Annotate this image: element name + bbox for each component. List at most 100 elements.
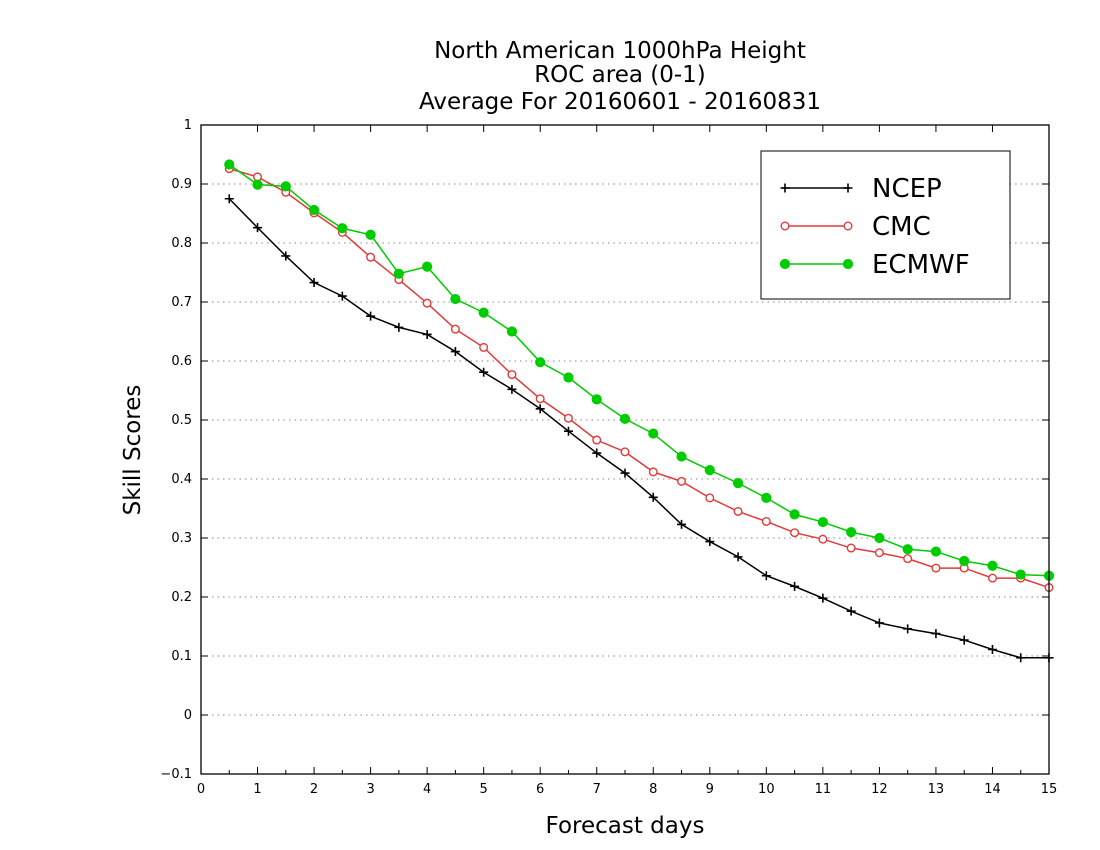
series-ncep [224, 194, 1054, 663]
data-point-ncep [761, 571, 771, 581]
x-tick-label: 4 [423, 782, 431, 797]
y-tick-label: 0.7 [171, 295, 192, 310]
data-point-ecmwf [450, 293, 461, 305]
data-point-ncep [620, 468, 630, 478]
data-point-ncep [903, 624, 913, 634]
data-point-cmc [903, 554, 913, 564]
data-point-cmc [507, 370, 517, 380]
x-tick-label: 13 [928, 782, 945, 797]
data-point-ecmwf [224, 159, 235, 170]
data-point-ncep [733, 552, 743, 562]
data-point-ecmwf [902, 544, 913, 555]
y-tick-label: 0.4 [171, 472, 192, 487]
legend-box [760, 150, 1011, 300]
title-line-3: Average For 20160601 - 20160831 [419, 89, 821, 115]
data-point-ecmwf [761, 492, 772, 503]
x-tick-label: 0 [197, 782, 205, 797]
x-tick-label: 15 [1041, 782, 1058, 797]
legend-marker-start-ecmwf [779, 258, 791, 270]
data-point-cmc [366, 252, 376, 262]
y-tick-label: 0.9 [171, 177, 192, 192]
legend-label-cmc: CMC [872, 212, 931, 242]
x-tick-label: 14 [984, 782, 1001, 797]
x-tick-label: 12 [871, 782, 888, 797]
data-point-ecmwf [704, 465, 715, 476]
data-point-cmc [761, 516, 771, 526]
legend-marker-end-ncep [843, 183, 853, 193]
legend-item-ncep: NCEP [780, 174, 942, 204]
y-tick-label: −0.1 [160, 767, 192, 782]
data-point-ecmwf [308, 204, 320, 216]
y-tick-label: 0.8 [171, 236, 192, 251]
series-line-ncep [228, 198, 1049, 659]
y-tick-label: 0.3 [171, 531, 192, 546]
data-point-ncep [309, 278, 319, 288]
x-axis-title: Forecast days [546, 813, 705, 839]
data-point-cmc [592, 435, 602, 445]
data-point-cmc [790, 528, 800, 538]
x-tick-label: 8 [649, 782, 657, 797]
data-point-cmc [535, 394, 545, 404]
chart-title: North American 1000hPa Height ROC area (… [419, 38, 821, 115]
data-point-ecmwf [591, 394, 602, 405]
data-point-ncep [394, 322, 404, 332]
y-tick-label: 0.1 [171, 649, 192, 664]
data-point-cmc [818, 534, 828, 544]
data-point-ecmwf [252, 179, 263, 190]
data-point-ecmwf [1015, 569, 1026, 580]
data-point-ncep [253, 223, 263, 233]
data-point-ecmwf [535, 357, 546, 368]
data-point-ecmwf [874, 532, 885, 544]
data-point-cmc [563, 413, 573, 423]
title-line-2: ROC area (0-1) [534, 62, 706, 88]
x-tick-label: 10 [758, 782, 775, 797]
data-point-cmc [422, 298, 432, 308]
data-point-ncep [563, 426, 573, 436]
data-point-ncep [337, 291, 347, 301]
data-point-ecmwf [563, 372, 574, 383]
data-point-cmc [479, 342, 489, 352]
data-point-ecmwf [393, 268, 404, 279]
x-axis-ticks: 0 1 2 3 4 5 6 7 8 9 10 11 12 13 14 15 [197, 125, 1057, 797]
data-point-cmc [705, 493, 715, 503]
data-point-cmc [677, 476, 687, 486]
data-point-ncep [818, 593, 828, 603]
data-point-ncep [450, 347, 460, 357]
data-point-ecmwf [987, 560, 998, 571]
y-tick-label: 0.6 [171, 354, 192, 369]
legend: NCEP CMC ECMWF [760, 150, 1011, 300]
x-tick-label: 6 [536, 782, 544, 797]
legend-item-ecmwf: ECMWF [779, 250, 970, 280]
data-point-ncep [959, 635, 969, 645]
data-point-ecmwf [422, 261, 433, 272]
data-point-ncep [507, 384, 517, 394]
data-point-ncep [422, 329, 432, 339]
data-point-ncep [705, 537, 715, 547]
title-line-1: North American 1000hPa Height [434, 38, 806, 64]
data-point-cmc [846, 543, 856, 553]
data-point-ncep [790, 581, 800, 591]
data-point-ecmwf [789, 509, 800, 520]
data-point-ncep [224, 194, 234, 204]
series-line-cmc [229, 167, 1050, 589]
data-point-ncep [874, 618, 884, 628]
data-point-cmc [450, 324, 460, 334]
legend-marker-end-cmc [843, 221, 853, 231]
data-point-cmc [648, 467, 658, 477]
x-tick-label: 7 [593, 782, 601, 797]
data-point-ecmwf [648, 428, 659, 439]
data-point-ecmwf [337, 223, 348, 234]
data-point-ncep [535, 404, 545, 414]
data-point-ncep [648, 492, 658, 502]
data-point-ecmwf [959, 555, 970, 567]
data-point-ncep [479, 367, 489, 377]
legend-item-cmc: CMC [780, 212, 931, 242]
data-point-ncep [931, 629, 941, 639]
series-lines [224, 159, 1055, 663]
y-axis-ticks: −0.1 0 0.1 0.2 0.3 0.4 0.5 0.6 0.7 0.8 0.9 1 [160, 118, 1049, 782]
data-point-ecmwf [478, 307, 489, 318]
y-tick-label: 0.5 [171, 413, 192, 428]
data-point-ncep [366, 311, 376, 321]
y-tick-label: 1 [184, 118, 192, 133]
